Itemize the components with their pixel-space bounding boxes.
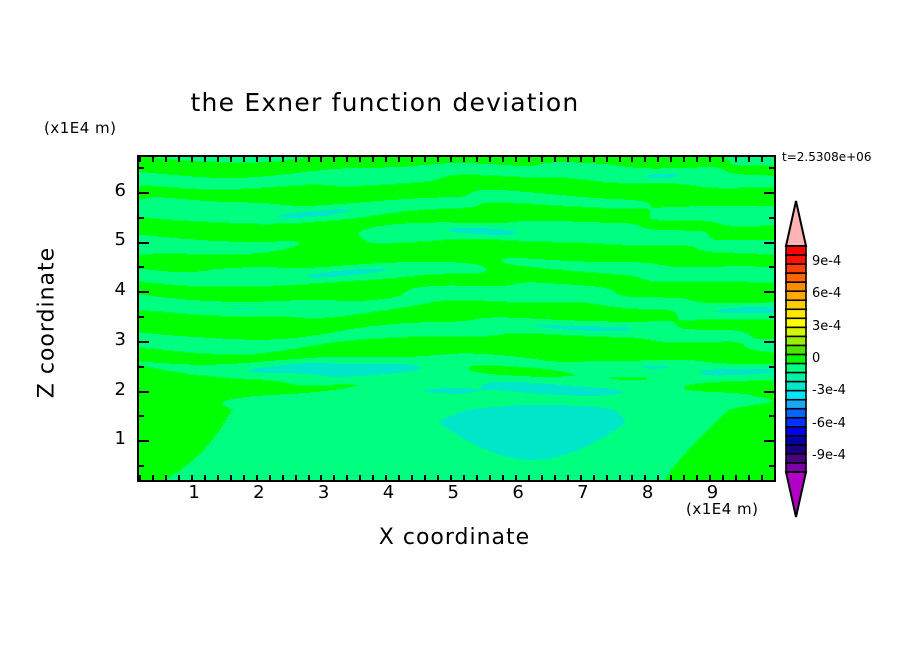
timestamp-label: t=2.5308e+06 [782, 150, 872, 164]
y-axis-unit-label: (x1E4 m) [44, 119, 117, 137]
y-tick-label: 1 [114, 428, 126, 450]
colorbar-tick-label: -3e-4 [812, 383, 846, 399]
colorbar-tick-label: -6e-4 [812, 415, 846, 431]
colorbar-tick-label: 0 [812, 351, 821, 366]
y-axis-title: Z coordinate [34, 246, 60, 399]
page-title: the Exner function deviation [190, 88, 580, 117]
x-tick-label: 2 [253, 482, 265, 503]
contour-plot-area [137, 155, 776, 482]
contour-field [139, 157, 774, 480]
x-tick-label: 3 [317, 482, 330, 503]
y-tick-label: 4 [114, 279, 126, 301]
colorbar-tick-label: 9e-4 [812, 254, 842, 270]
colorbar-tick-label: -9e-4 [812, 447, 846, 463]
y-tick-label: 6 [114, 179, 126, 201]
y-tick-label: 2 [114, 378, 126, 400]
x-axis-title: X coordinate [378, 525, 531, 550]
y-tick-label: 5 [114, 229, 126, 251]
x-axis-unit-label: (x1E4 m) [686, 500, 759, 518]
colorbar-gradient [784, 200, 808, 518]
x-tick-label: 1 [188, 482, 200, 503]
colorbar-tick-label: 3e-4 [812, 318, 842, 334]
x-tick-label: 9 [706, 482, 719, 503]
x-tick-label: 6 [512, 482, 524, 503]
x-tick-label: 7 [577, 482, 589, 503]
y-tick-label: 3 [114, 328, 126, 350]
colorbar-tick-label: 6e-4 [812, 286, 842, 302]
colorbar [784, 200, 808, 518]
x-tick-label: 4 [382, 482, 395, 503]
x-tick-label: 8 [641, 482, 654, 503]
x-tick-label: 5 [447, 482, 459, 503]
